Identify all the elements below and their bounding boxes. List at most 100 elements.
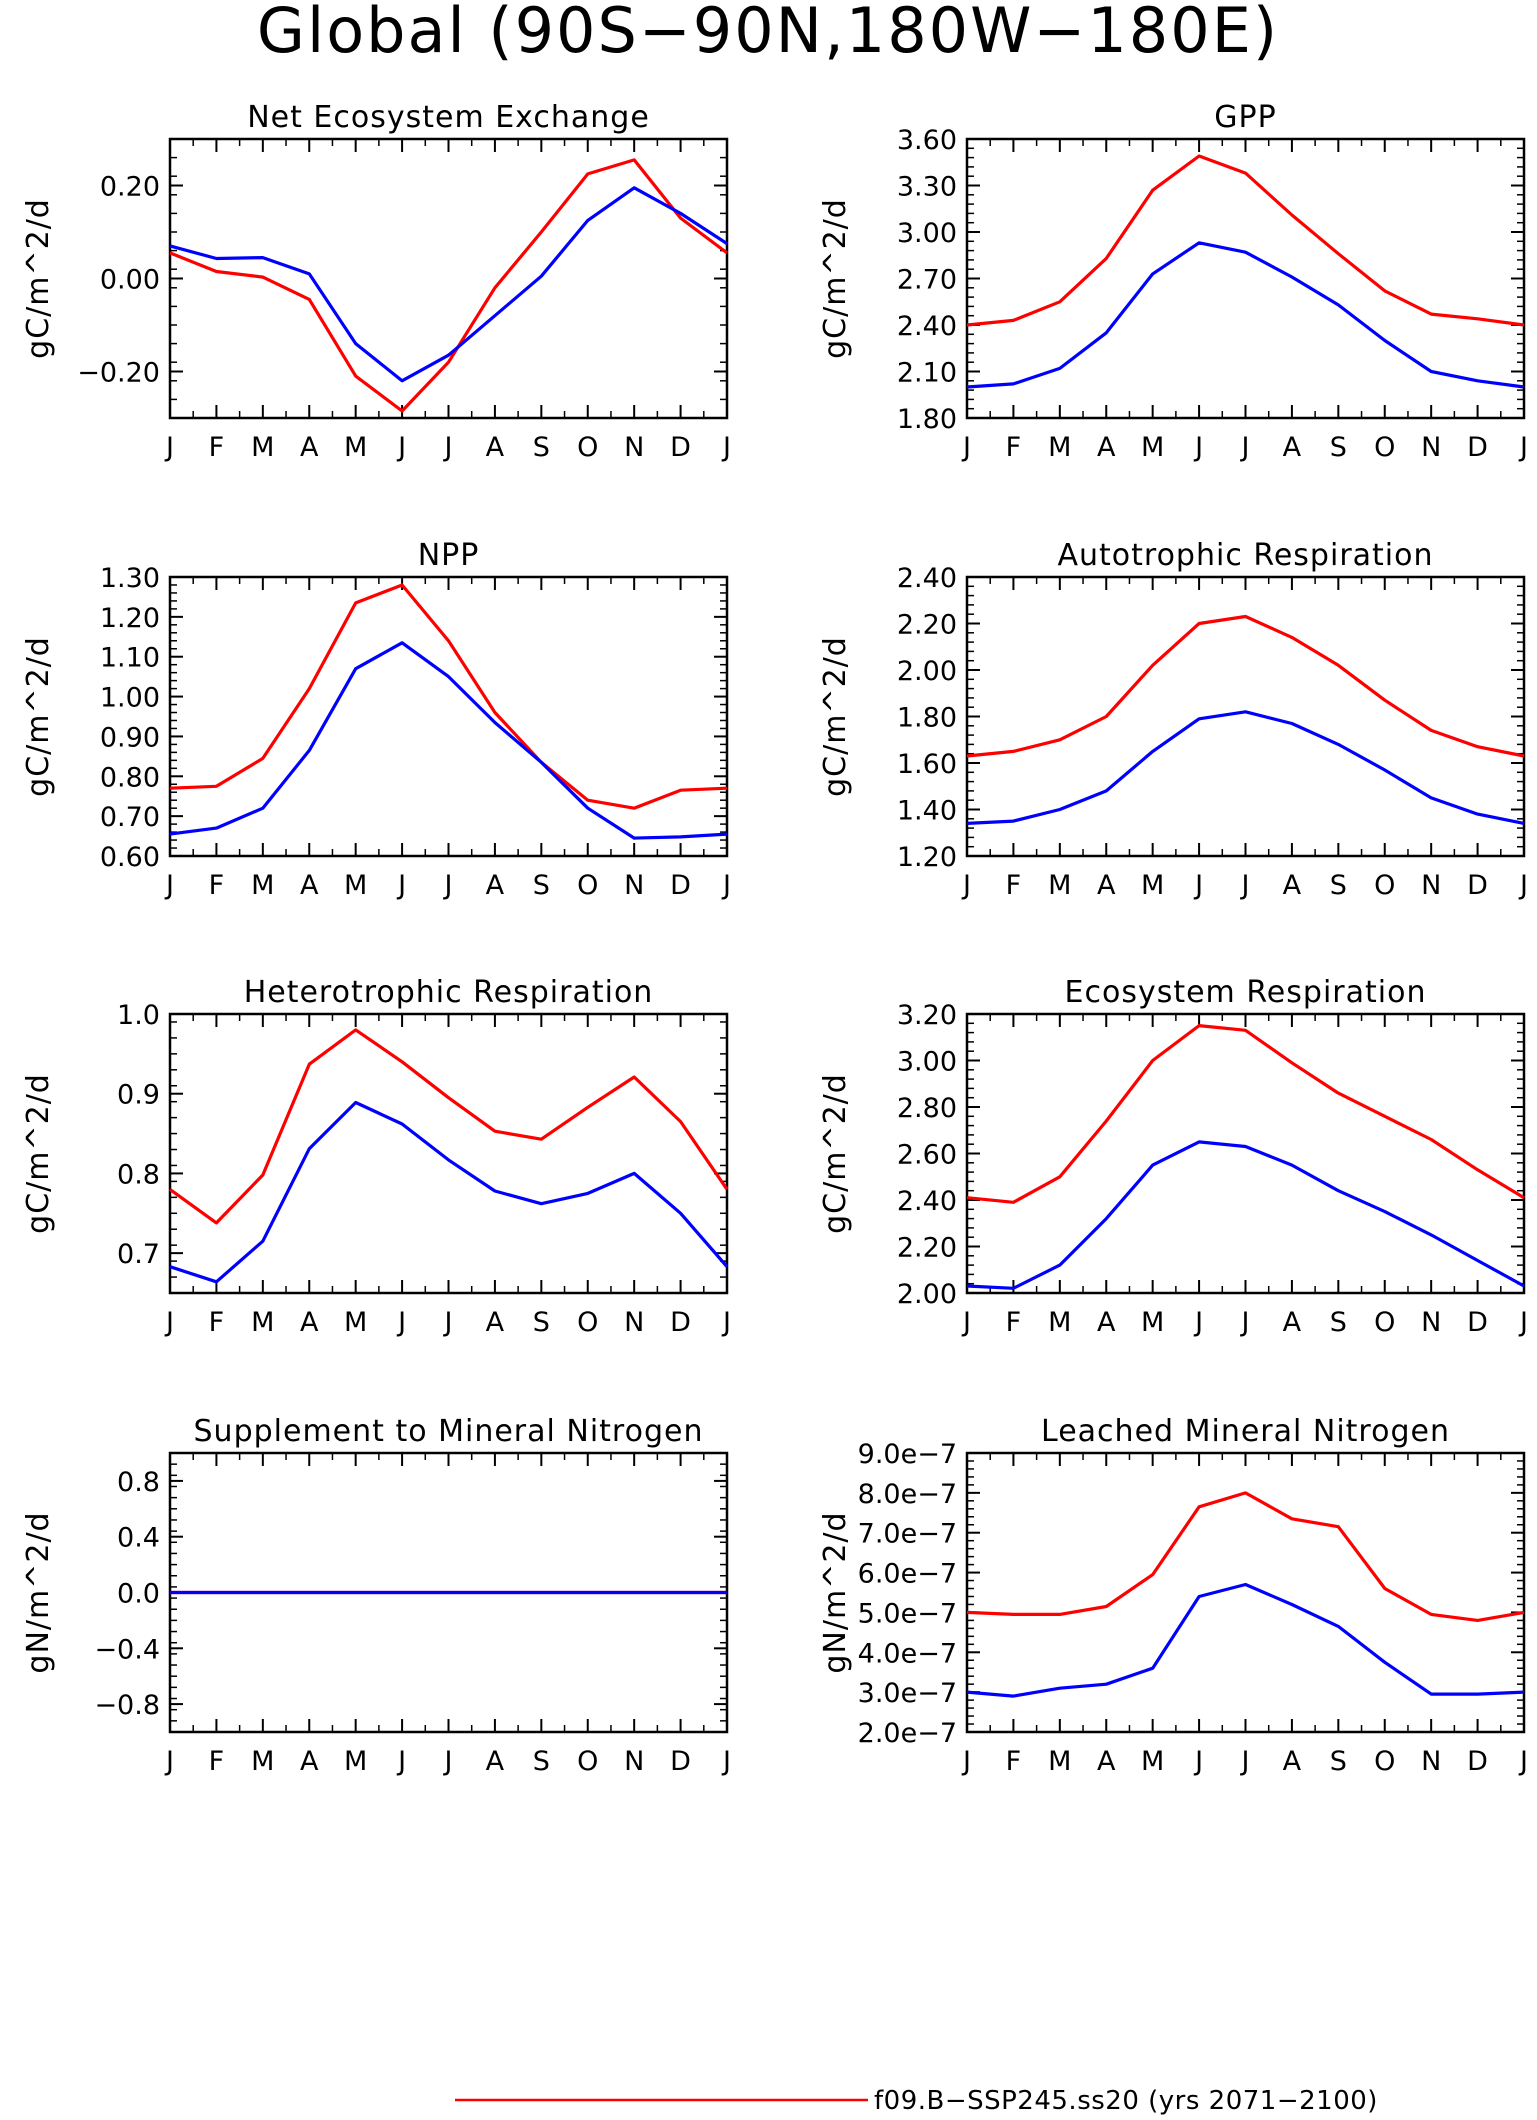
legend: f09.B−SSP245.ss20 (yrs 2071−2100): [455, 2086, 1378, 2116]
y-tick-label: 2.0e−7: [858, 1718, 957, 1749]
y-tick-label: 0.20: [100, 172, 160, 203]
series-line-blue: [169, 186, 728, 383]
y-axis-label: gN/m^2/d: [21, 1511, 56, 1673]
y-tick-label: 2.60: [897, 1140, 957, 1171]
x-tick-label: A: [486, 1307, 505, 1338]
x-tick-label: M: [251, 870, 274, 901]
y-axis-label: gC/m^2/d: [818, 636, 853, 797]
figure-title: Global (90S−90N,180W−180E): [257, 0, 1279, 67]
y-tick-label: 3.30: [897, 172, 957, 203]
x-tick-label: M: [1048, 1746, 1071, 1777]
x-tick-label: A: [1097, 870, 1116, 901]
x-tick-label: M: [344, 1307, 367, 1338]
x-tick-label: J: [164, 432, 174, 463]
x-tick-label: J: [1518, 1746, 1528, 1777]
x-tick-label: S: [1330, 870, 1347, 901]
x-tick-label: A: [1283, 432, 1302, 463]
x-tick-label: J: [396, 432, 406, 463]
x-tick-label: J: [961, 1746, 971, 1777]
series-line-red: [169, 158, 728, 413]
x-tick-label: A: [1097, 1307, 1116, 1338]
y-axis-label: gC/m^2/d: [818, 1073, 853, 1234]
series-line-blue: [966, 710, 1525, 825]
x-tick-label: A: [300, 1307, 319, 1338]
panel-title: Ecosystem Respiration: [1065, 975, 1427, 1010]
x-tick-label: N: [624, 870, 644, 901]
y-tick-label: 1.10: [100, 643, 160, 674]
x-tick-label: O: [1374, 870, 1395, 901]
y-tick-label: 1.80: [897, 404, 957, 435]
y-tick-label: 2.40: [897, 311, 957, 342]
series-line-red: [966, 154, 1525, 327]
x-tick-label: J: [443, 432, 453, 463]
y-tick-label: 3.0e−7: [858, 1678, 957, 1709]
x-tick-label: J: [721, 1307, 731, 1338]
x-tick-label: N: [1421, 870, 1441, 901]
y-axis-label: gC/m^2/d: [21, 636, 56, 797]
x-tick-label: M: [251, 432, 274, 463]
y-tick-label: 1.30: [100, 563, 160, 594]
x-tick-label: J: [721, 432, 731, 463]
x-tick-label: F: [1006, 870, 1022, 901]
x-tick-label: S: [1330, 1746, 1347, 1777]
x-tick-label: M: [1141, 432, 1164, 463]
y-tick-label: 0.9: [117, 1080, 160, 1111]
x-tick-label: D: [1467, 870, 1488, 901]
x-tick-label: S: [533, 870, 550, 901]
y-tick-label: 0.00: [100, 265, 160, 296]
plot-frame: [965, 137, 1526, 420]
y-tick-label: 2.10: [897, 358, 957, 389]
y-tick-label: 0.8: [117, 1159, 160, 1190]
x-tick-label: D: [670, 1307, 691, 1338]
x-tick-label: A: [486, 432, 505, 463]
chart-panel-2: J F M A M J J A S O N D J1.802.102.402.703.003.303.6…: [818, 100, 1528, 463]
y-tick-label: 2.00: [897, 656, 957, 687]
x-tick-label: N: [624, 1307, 644, 1338]
x-tick-label: S: [533, 1307, 550, 1338]
y-tick-label: 2.00: [897, 1279, 957, 1310]
chart-panel-4: J F M A M J J A S O N D J1.201.401.601.802.002.202.4…: [818, 538, 1528, 901]
x-tick-label: D: [1467, 1307, 1488, 1338]
x-tick-label: J: [961, 1307, 971, 1338]
x-tick-label: N: [624, 1746, 644, 1777]
x-tick-label: A: [1097, 1746, 1116, 1777]
y-tick-label: 6.0e−7: [858, 1559, 957, 1590]
x-tick-label: J: [1193, 1307, 1203, 1338]
x-tick-label: O: [577, 432, 598, 463]
series-line-blue: [169, 641, 728, 840]
x-tick-label: S: [533, 432, 550, 463]
x-tick-label: J: [164, 870, 174, 901]
series-line-blue: [966, 1140, 1525, 1290]
y-tick-label: 3.60: [897, 125, 957, 156]
y-tick-label: 2.40: [897, 563, 957, 594]
x-tick-label: A: [1283, 1307, 1302, 1338]
x-tick-label: J: [1193, 432, 1203, 463]
series-line-red: [169, 583, 728, 810]
x-tick-label: M: [1141, 1746, 1164, 1777]
y-tick-label: 0.7: [117, 1239, 160, 1270]
y-tick-label: 0.60: [100, 842, 160, 873]
x-tick-label: J: [1240, 1307, 1250, 1338]
x-tick-label: S: [533, 1746, 550, 1777]
panel-title: Autotrophic Respiration: [1057, 538, 1433, 573]
x-tick-label: S: [1330, 1307, 1347, 1338]
x-tick-label: J: [164, 1307, 174, 1338]
x-tick-label: M: [344, 870, 367, 901]
series-line-red: [966, 1491, 1525, 1623]
x-tick-label: J: [1518, 432, 1528, 463]
x-tick-label: J: [1240, 1746, 1250, 1777]
x-tick-label: A: [1097, 432, 1116, 463]
x-tick-label: M: [1141, 1307, 1164, 1338]
x-tick-label: J: [1518, 1307, 1528, 1338]
x-tick-label: J: [164, 1746, 174, 1777]
panel-title: Net Ecosystem Exchange: [247, 100, 650, 135]
x-tick-label: J: [1240, 432, 1250, 463]
y-tick-label: 2.70: [897, 265, 957, 296]
legend-label: f09.B−SSP245.ss20 (yrs 2071−2100): [874, 2086, 1378, 2116]
x-tick-label: O: [1374, 432, 1395, 463]
x-tick-label: J: [721, 870, 731, 901]
y-tick-label: 1.20: [100, 603, 160, 634]
x-tick-label: O: [577, 1307, 598, 1338]
